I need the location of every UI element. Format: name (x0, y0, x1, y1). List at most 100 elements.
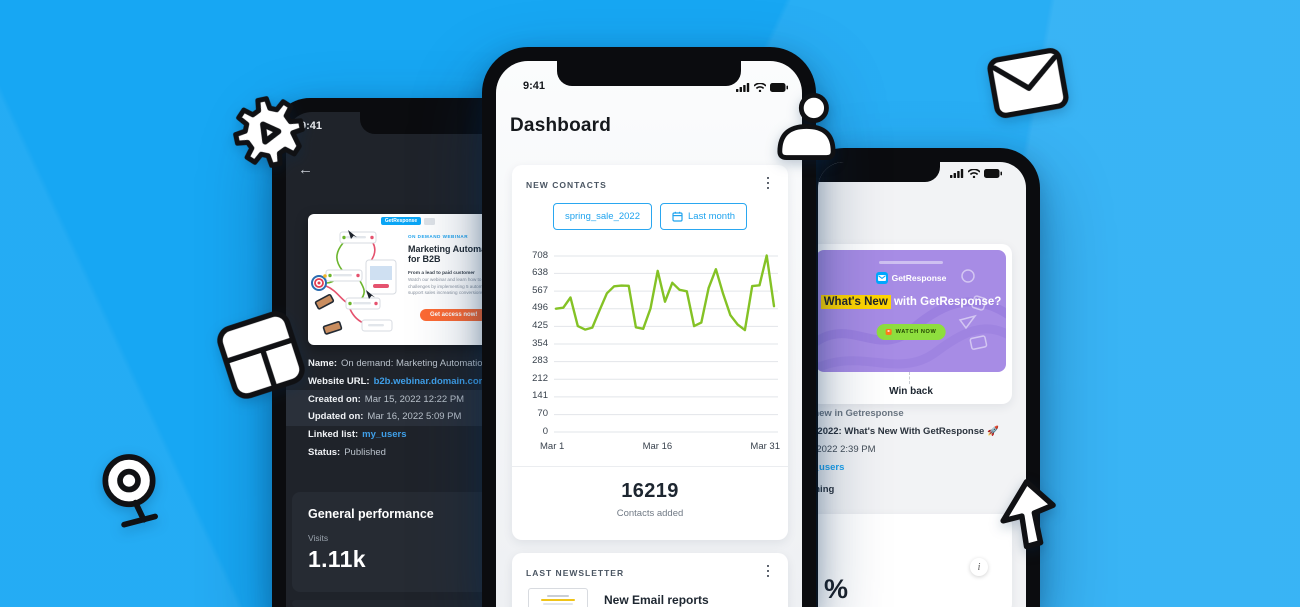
banner-brand: GetResponse (818, 272, 1006, 284)
gear-icon (233, 96, 305, 168)
webinar-lead: From a lead to paid customer (408, 270, 475, 276)
phone-center-screen: 9:41 Dashboard NEW CONTACTS spring_sale_… (496, 61, 802, 607)
workflow-diagram (311, 230, 397, 335)
detail-row-linked-list: Linked list: my_users (308, 429, 407, 441)
y-tick-label: 708 (532, 249, 548, 261)
date-range-chip[interactable]: Last month (660, 203, 747, 230)
general-performance-card: General performance Visits 1.11k (292, 492, 518, 592)
back-arrow-icon[interactable]: ← (298, 161, 313, 178)
y-tick-label: 354 (532, 337, 548, 349)
webinar-thumbnail[interactable]: GetResponse (308, 214, 508, 345)
cursor-icon (1000, 479, 1056, 550)
y-tick-label: 283 (532, 355, 548, 367)
get-access-button[interactable]: Get access now! (420, 309, 488, 322)
wifi-icon (754, 83, 766, 92)
new-contacts-card: NEW CONTACTS spring_sale_2022 Last month… (512, 165, 788, 540)
website-link[interactable]: b2b.webinar.domain.com (373, 376, 488, 388)
stat-card: % i (818, 514, 1012, 607)
webinar-title-line2: for B2B (408, 254, 441, 265)
contacts-total-label: Contacts added (616, 508, 684, 519)
phone-center-notch (557, 61, 741, 86)
layout-grid-icon (217, 311, 305, 399)
detail-row-status: Status: Published (308, 446, 386, 458)
getresponse-logo-icon (875, 272, 888, 284)
webinar-title-line1: Marketing Automation (408, 244, 503, 254)
newsletter-thumbnail[interactable] (528, 588, 588, 607)
webcam-icon (102, 454, 158, 528)
detail-row-name: Name: On demand: Marketing Automation for (308, 358, 502, 370)
play-icon (885, 329, 892, 335)
chart-x-axis: Mar 1 Mar 16 Mar 31 (540, 441, 780, 452)
headline-highlight: What's New (820, 295, 891, 309)
x-tick-label: Mar 16 (642, 441, 673, 452)
x-tick-label: Mar 31 (750, 441, 780, 452)
banner-connector (909, 372, 910, 384)
phone-right-notch (818, 162, 940, 182)
detail-row-updated: Updated on: Mar 16, 2022 5:09 PM (286, 408, 518, 426)
detail-row: t's new in Getresponse (818, 408, 904, 419)
whats-new-banner: GetResponse What's New with GetResponse?… (818, 250, 1006, 372)
calendar-icon (672, 211, 683, 222)
status-time: 9:41 (523, 80, 546, 92)
y-tick-label: 141 (532, 390, 548, 402)
status-icons-center (736, 83, 788, 92)
y-tick-label: 425 (532, 319, 548, 331)
y-tick-label: 0 (542, 425, 548, 437)
getresponse-badge: GetResponse (380, 217, 422, 225)
detail-row: t timing (818, 484, 835, 495)
webinar-tag: ON DEMAND WEBINAR (408, 234, 469, 239)
detail-row: r 7, 2022 2:39 PM (818, 444, 876, 455)
contacts-line-chart (554, 254, 778, 433)
phone-left-screen: 9:41 ← GetResponse (286, 112, 518, 607)
detail-row-created: Created on: Mar 15, 2022 12:22 PM (286, 390, 518, 409)
new-contacts-menu-icon[interactable] (762, 176, 774, 190)
webinar-body-3: support sales increasing conversions. (408, 290, 485, 296)
webinar-body-2: challenges by implementing 5 automation (408, 283, 493, 289)
last-newsletter-header: LAST NEWSLETTER (526, 568, 625, 578)
y-tick-label: 496 (532, 302, 548, 314)
status-icons-right (950, 169, 1002, 178)
segment-chip[interactable]: spring_sale_2022 (552, 203, 652, 230)
x-tick-label: Mar 1 (540, 441, 565, 452)
whats-new-card: GetResponse What's New with GetResponse?… (818, 244, 1012, 404)
linked-list-link[interactable]: my_users (818, 462, 845, 473)
contacts-total: 16219 (621, 480, 679, 502)
signal-icon (950, 169, 964, 178)
chart-y-axis: 708 638 567 496 425 354 283 212 141 70 0 (518, 246, 548, 437)
info-icon[interactable]: i (970, 558, 988, 576)
new-contacts-header: NEW CONTACTS (526, 180, 607, 190)
banner-pattern (818, 269, 1006, 372)
y-tick-label: 70 (537, 408, 548, 420)
detail-row-website: Website URL: b2b.webinar.domain.com (308, 376, 488, 388)
status-time: 9:41 (300, 120, 323, 132)
battery-icon (770, 83, 788, 92)
contacts-series-line (554, 254, 776, 332)
page-title: Dashboard (510, 115, 612, 136)
badge-tag (424, 217, 436, 225)
chart-filters: spring_sale_2022 Last month (512, 203, 788, 230)
envelope-icon (987, 48, 1069, 118)
person-icon (777, 92, 836, 160)
webinar-body-1: Watch our webinar and learn how to face (408, 276, 492, 282)
last-newsletter-card: LAST NEWSLETTER New Email reports (512, 553, 788, 607)
y-tick-label: 212 (532, 372, 548, 384)
linked-list-link[interactable]: my_users (362, 429, 407, 441)
newsletter-title[interactable]: New Email reports (604, 593, 709, 607)
visits-value: 1.11k (308, 546, 366, 572)
stat-percent: % (824, 574, 849, 604)
visits-label: Visits (308, 533, 329, 543)
wifi-icon (968, 169, 980, 178)
signal-icon (736, 83, 750, 92)
watch-now-button[interactable]: WATCH NOW (876, 324, 946, 340)
y-tick-label: 567 (532, 284, 548, 296)
detail-row: rch 2022: What's New With GetResponse 🚀 (818, 426, 999, 437)
y-tick-label: 638 (532, 266, 548, 278)
card-divider (512, 466, 788, 467)
webinar-details-list: Name: On demand: Marketing Automation for… (286, 355, 518, 461)
last-newsletter-menu-icon[interactable] (762, 564, 774, 578)
phone-right-screen: GetResponse What's New with GetResponse?… (818, 162, 1026, 607)
next-card-sliver (292, 600, 518, 607)
battery-icon (984, 169, 1002, 178)
win-back-label: Win back (889, 386, 933, 397)
